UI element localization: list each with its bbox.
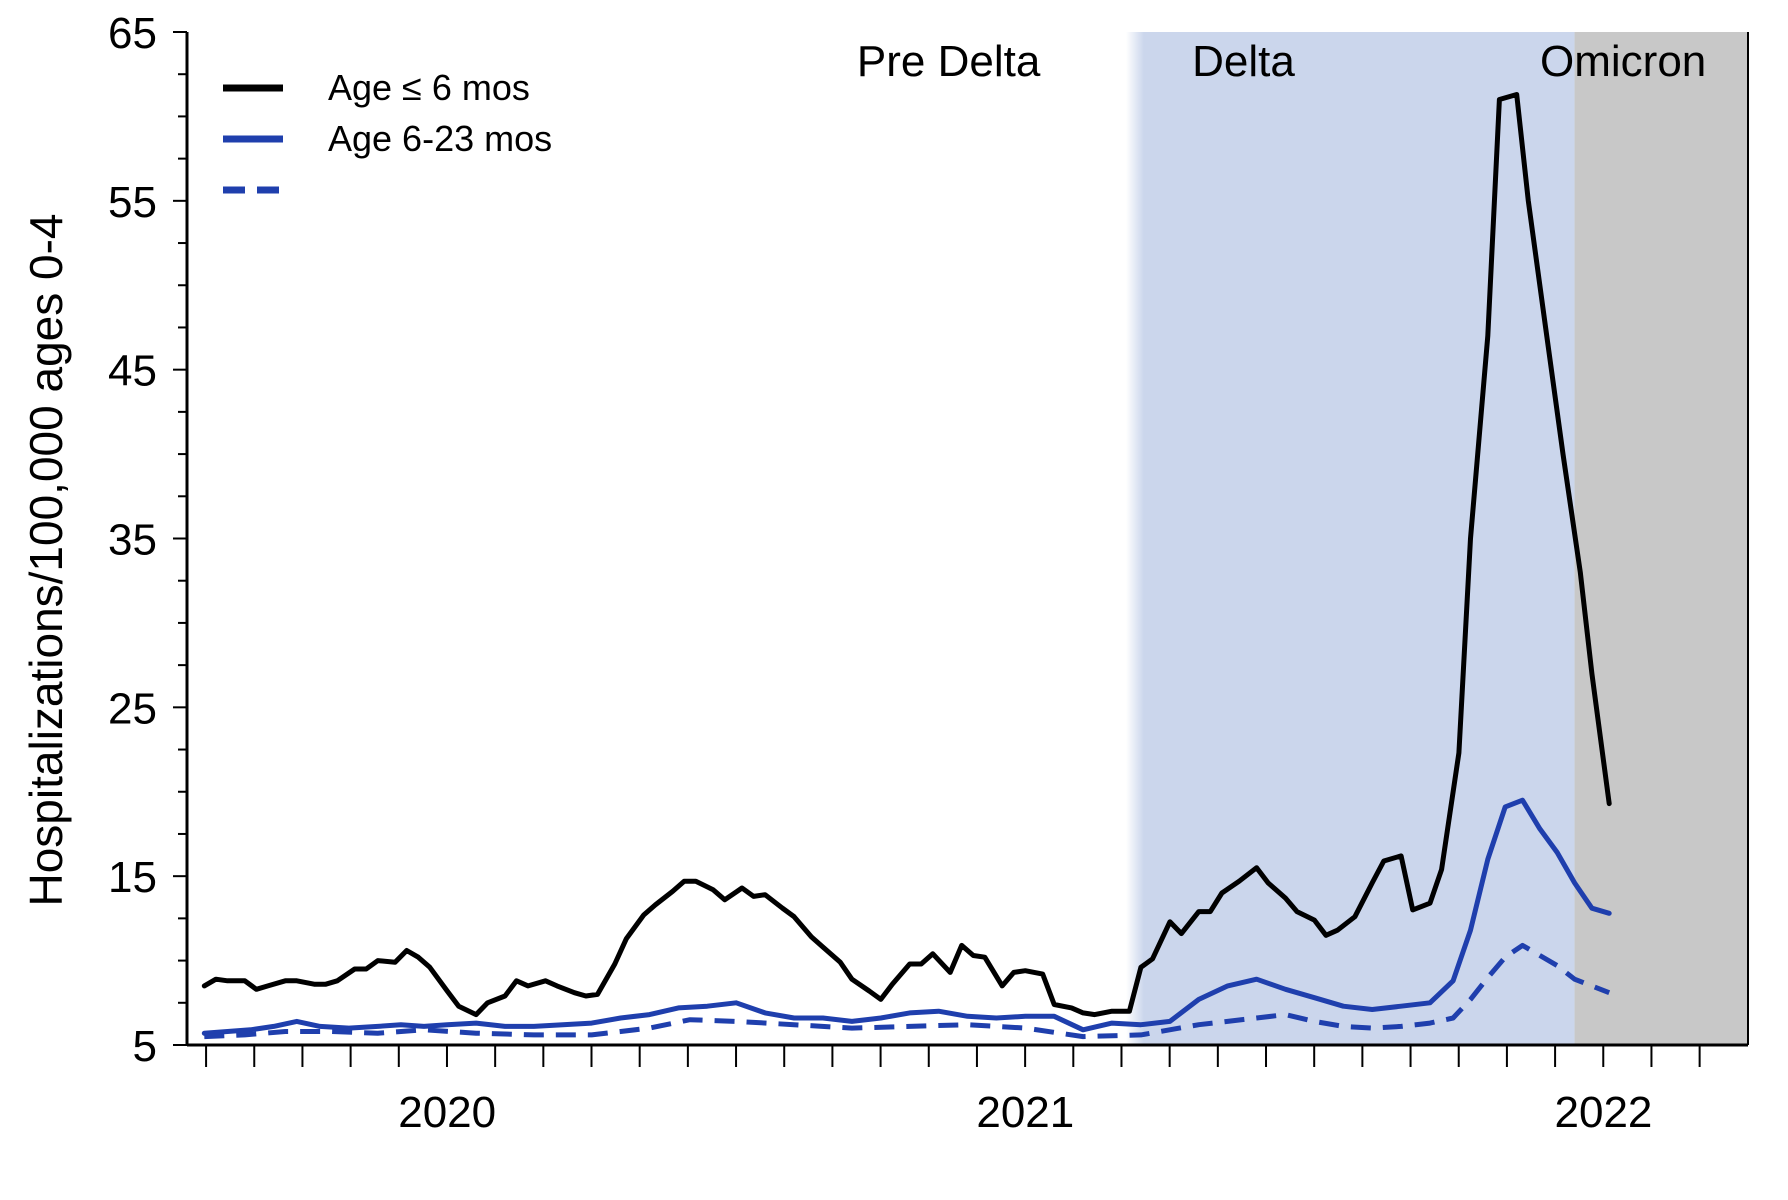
legend-label: Age 6-23 mos <box>328 118 552 159</box>
x-tick-label: 2022 <box>1555 1088 1653 1137</box>
y-tick-label: 65 <box>108 9 157 58</box>
period-label: Pre Delta <box>857 37 1041 86</box>
period-band-omicron <box>1574 32 1748 1045</box>
period-bands <box>187 32 1748 1045</box>
y-axis-label: Hospitalizations/100,000 ages 0-4 <box>20 213 72 906</box>
period-label: Delta <box>1192 37 1295 86</box>
y-tick-label: 15 <box>108 853 157 902</box>
y-tick-label: 5 <box>133 1022 157 1071</box>
period-labels: Pre Delta Delta Omicron <box>857 37 1706 86</box>
series-line-3 <box>204 942 1611 1040</box>
period-band-pre-delta <box>187 32 1141 1045</box>
x-tick-label: 2021 <box>976 1088 1074 1137</box>
series-line-2 <box>201 797 1612 1036</box>
period-band-delta <box>1125 32 1575 1045</box>
legend-label: Age ≤ 6 mos <box>328 67 530 108</box>
axes: 5 15 25 35 45 55 65 2020 2021 2022 <box>108 9 1749 1137</box>
y-tick-label: 25 <box>108 684 157 733</box>
period-label: Omicron <box>1540 37 1706 86</box>
series-line-1 <box>201 92 1612 1018</box>
series-lines <box>201 92 1612 1040</box>
legend: Age ≤ 6 mos Age 6-23 mos <box>223 67 552 194</box>
y-tick-label: 55 <box>108 178 157 227</box>
y-tick-label: 45 <box>108 347 157 396</box>
x-tick-label: 2020 <box>398 1088 496 1137</box>
y-tick-label: 35 <box>108 516 157 565</box>
